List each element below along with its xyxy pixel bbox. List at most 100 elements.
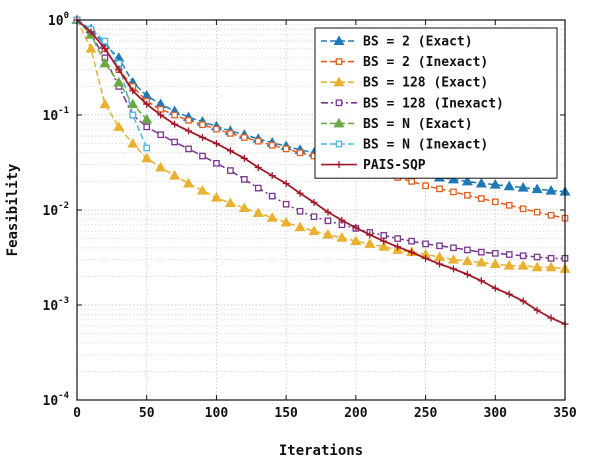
- y-tick-label: 10-1: [43, 106, 70, 124]
- data-point: [461, 255, 473, 266]
- x-tick-label: 150: [274, 406, 298, 421]
- data-point: [268, 192, 276, 200]
- data-point: [531, 261, 543, 272]
- data-point: [199, 121, 206, 129]
- data-point: [450, 188, 457, 196]
- data-point: [87, 28, 95, 36]
- legend-swatch-marker: [333, 117, 345, 128]
- data-point: [141, 152, 153, 163]
- data-point: [185, 145, 192, 153]
- legend-label: BS = 128 (Inexact): [363, 96, 504, 111]
- data-point: [101, 45, 109, 53]
- data-point: [213, 159, 220, 167]
- data-point: [185, 116, 192, 124]
- data-point: [157, 111, 165, 119]
- data-point: [196, 185, 208, 195]
- data-point: [157, 105, 165, 113]
- series-line: [76, 19, 148, 120]
- legend-label: BS = 128 (Exact): [363, 76, 488, 91]
- data-point: [463, 270, 471, 278]
- data-point: [503, 259, 515, 270]
- y-axis-label: Feasibility: [5, 163, 21, 256]
- data-point: [364, 238, 376, 248]
- data-point: [129, 87, 137, 95]
- data-point: [113, 76, 125, 87]
- data-point: [519, 252, 527, 260]
- data-point: [113, 121, 125, 131]
- data-point: [449, 265, 457, 273]
- x-tick-label: 100: [205, 406, 229, 421]
- data-point: [533, 306, 541, 314]
- x-tick-label: 350: [553, 406, 577, 421]
- series-7: [73, 16, 569, 328]
- data-point: [447, 254, 459, 264]
- legend-label: BS = 2 (Inexact): [363, 55, 488, 70]
- data-point: [533, 253, 541, 261]
- data-point: [450, 244, 457, 252]
- data-point: [491, 198, 499, 206]
- data-point: [254, 184, 262, 192]
- series-line: [76, 19, 565, 260]
- data-point: [436, 185, 443, 193]
- data-point: [268, 172, 276, 180]
- data-point: [169, 170, 181, 180]
- data-point: [252, 207, 264, 217]
- data-point: [517, 259, 529, 270]
- data-point: [547, 254, 555, 262]
- data-point: [294, 221, 306, 232]
- data-point: [227, 130, 234, 137]
- data-point: [282, 200, 290, 208]
- data-point: [129, 111, 137, 119]
- legend-item: PAIS-SQP: [321, 158, 426, 173]
- legend-label: BS = N (Inexact): [363, 138, 488, 153]
- data-point: [143, 100, 151, 108]
- series-5: [71, 14, 153, 124]
- legend-item: BS = N (Inexact): [321, 138, 488, 153]
- plot-frame: [76, 19, 566, 401]
- data-point: [491, 284, 499, 292]
- y-tick-label: 10-3: [43, 296, 70, 314]
- data-point: [171, 120, 179, 128]
- data-point: [519, 297, 527, 305]
- data-point: [185, 127, 193, 135]
- data-point: [338, 216, 346, 224]
- data-point: [545, 185, 557, 195]
- legend-label: BS = N (Exact): [363, 117, 473, 132]
- y-tick-label: 10-4: [43, 391, 70, 409]
- series-4: [73, 16, 569, 262]
- data-point: [101, 37, 109, 45]
- data-point: [461, 175, 473, 186]
- data-point: [213, 125, 220, 133]
- data-point: [226, 147, 234, 155]
- data-point: [477, 277, 485, 285]
- data-point: [99, 57, 111, 68]
- data-point: [489, 258, 501, 269]
- data-point: [422, 240, 429, 248]
- data-point: [141, 113, 153, 124]
- data-point: [227, 167, 234, 174]
- data-point: [503, 180, 515, 191]
- data-point: [171, 138, 178, 146]
- data-point: [240, 134, 248, 141]
- legend: BS = 2 (Exact) BS = 2 (Inexact) BS = 128 (…: [314, 27, 558, 179]
- data-point: [380, 237, 388, 245]
- data-point: [282, 145, 290, 153]
- data-point: [394, 243, 402, 251]
- y-tick-label: 10-2: [43, 201, 70, 219]
- data-point: [519, 205, 527, 213]
- data-point: [296, 149, 304, 157]
- legend-swatch-marker: [335, 140, 343, 148]
- data-point: [324, 208, 332, 216]
- series-line: [76, 19, 566, 325]
- y-tick-label: 100: [48, 11, 69, 29]
- data-point: [436, 260, 444, 268]
- legend-item: BS = 128 (Exact): [321, 76, 488, 91]
- data-point: [408, 248, 416, 256]
- data-point: [115, 59, 123, 67]
- data-point: [210, 192, 222, 202]
- data-point: [547, 211, 555, 219]
- data-point: [475, 256, 487, 267]
- data-point: [238, 202, 250, 212]
- data-point: [394, 235, 402, 242]
